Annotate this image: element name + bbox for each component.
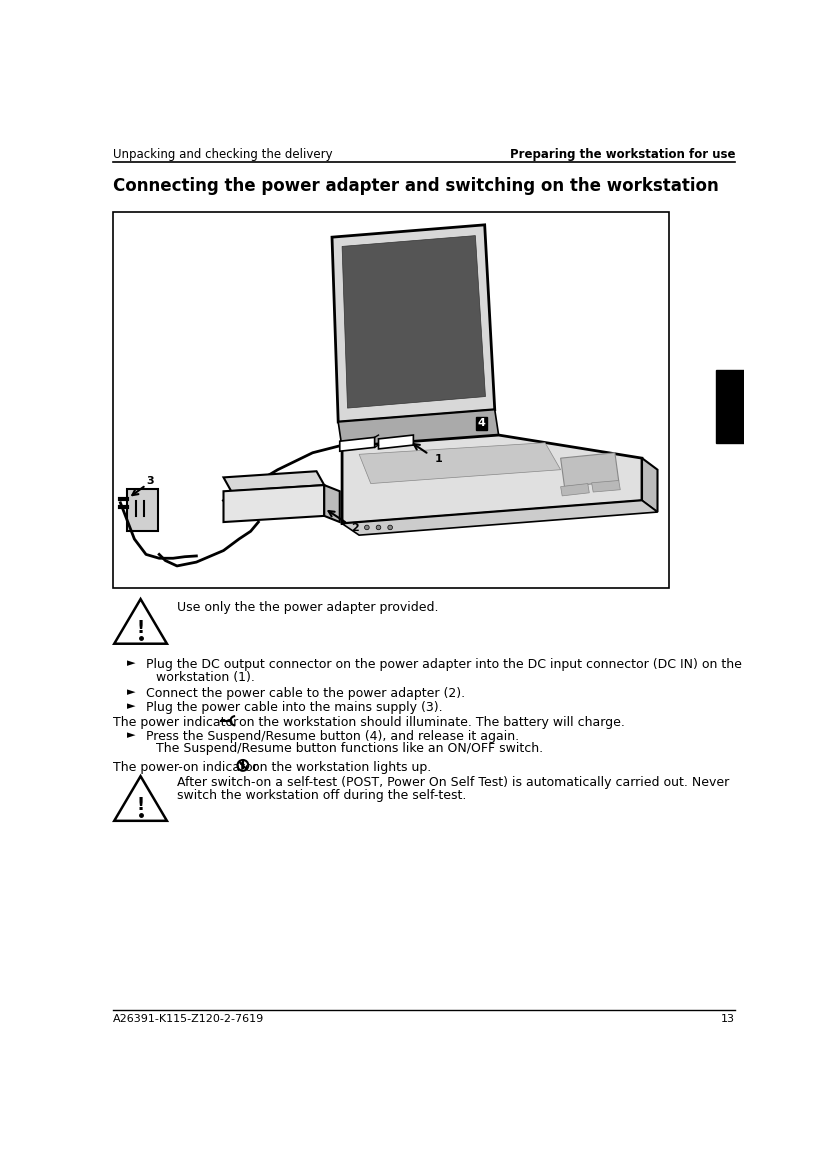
- Polygon shape: [324, 485, 340, 522]
- Circle shape: [376, 526, 380, 530]
- Polygon shape: [342, 236, 485, 408]
- Text: ►: ►: [127, 701, 135, 710]
- Text: Press the Suspend/Resume button (4), and release it again.: Press the Suspend/Resume button (4), and…: [146, 730, 519, 743]
- Text: ►: ►: [127, 730, 135, 740]
- Text: ►: ►: [127, 687, 135, 696]
- Circle shape: [365, 526, 369, 530]
- Polygon shape: [591, 480, 620, 492]
- Text: Plug the DC output connector on the power adapter into the DC input connector (D: Plug the DC output connector on the powe…: [146, 658, 742, 671]
- Text: Plug the power cable into the mains supply (3).: Plug the power cable into the mains supp…: [146, 701, 442, 714]
- Polygon shape: [340, 438, 375, 452]
- Polygon shape: [642, 459, 657, 512]
- Polygon shape: [114, 599, 167, 643]
- Text: !: !: [136, 619, 145, 636]
- Text: Connecting the power adapter and switching on the workstation: Connecting the power adapter and switchi…: [112, 177, 719, 195]
- Text: 1: 1: [435, 454, 442, 464]
- Polygon shape: [379, 435, 414, 449]
- Text: 3: 3: [146, 476, 155, 486]
- Bar: [715, 370, 744, 442]
- Polygon shape: [561, 453, 619, 486]
- Text: Connect the power cable to the power adapter (2).: Connect the power cable to the power ada…: [146, 687, 465, 700]
- Text: ►: ►: [127, 658, 135, 669]
- Text: Preparing the workstation for use: Preparing the workstation for use: [509, 148, 735, 161]
- Polygon shape: [338, 410, 499, 448]
- Text: 2: 2: [351, 523, 359, 534]
- Text: 13: 13: [721, 1014, 735, 1024]
- Polygon shape: [223, 471, 324, 491]
- Text: The power indicator: The power indicator: [112, 716, 238, 729]
- Polygon shape: [359, 442, 561, 484]
- Polygon shape: [114, 776, 167, 821]
- Text: After switch-on a self-test (POST, Power On Self Test) is automatically carried : After switch-on a self-test (POST, Power…: [177, 776, 729, 789]
- Polygon shape: [342, 435, 642, 523]
- Text: A26391-K115-Z120-2-7619: A26391-K115-Z120-2-7619: [112, 1014, 264, 1024]
- Text: !: !: [136, 796, 145, 813]
- Polygon shape: [342, 500, 657, 535]
- Text: switch the workstation off during the self-test.: switch the workstation off during the se…: [177, 789, 466, 803]
- Text: The power-on indicator: The power-on indicator: [112, 761, 257, 774]
- Polygon shape: [223, 485, 324, 522]
- Circle shape: [388, 526, 393, 530]
- Polygon shape: [332, 225, 495, 422]
- Bar: [112, 211, 669, 588]
- Text: Use only the the power adapter provided.: Use only the the power adapter provided.: [177, 601, 438, 613]
- Text: on the workstation lights up.: on the workstation lights up.: [252, 761, 432, 774]
- Text: workstation (1).: workstation (1).: [156, 671, 255, 684]
- Text: 4: 4: [478, 418, 485, 429]
- Bar: [127, 489, 158, 531]
- Polygon shape: [561, 484, 590, 495]
- Text: Unpacking and checking the delivery: Unpacking and checking the delivery: [112, 148, 332, 161]
- Text: The Suspend/Resume button functions like an ON/OFF switch.: The Suspend/Resume button functions like…: [156, 743, 543, 755]
- Text: on the workstation should illuminate. The battery will charge.: on the workstation should illuminate. Th…: [239, 716, 625, 729]
